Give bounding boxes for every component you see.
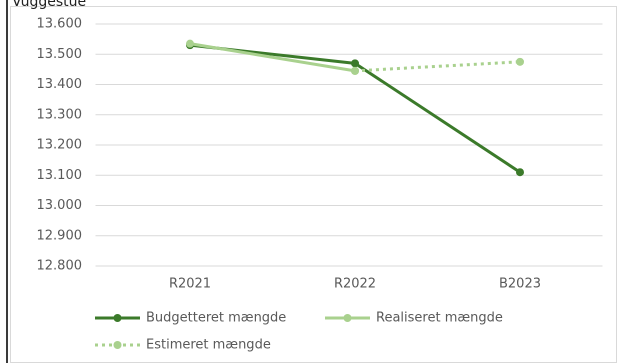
point	[351, 66, 359, 75]
y-tick-label: 13.400	[37, 77, 83, 92]
y-tick-label: 13.500	[37, 47, 83, 62]
y-tick-label: 13.300	[37, 107, 83, 122]
chart-title: Vuggestue	[12, 0, 86, 10]
y-tick-label: 13.100	[37, 168, 83, 183]
point	[516, 57, 524, 66]
legend-label: Estimeret mængde	[146, 338, 271, 353]
y-tick-label: 13.000	[37, 198, 83, 213]
y-tick-label: 12.800	[37, 259, 83, 274]
x-tick-label: B2023	[499, 277, 541, 292]
legend-marker	[343, 314, 352, 322]
y-tick-label: 13.200	[37, 138, 83, 153]
x-tick-label: R2021	[169, 277, 211, 292]
legend-marker	[113, 314, 122, 322]
y-tick-label: 12.900	[37, 228, 83, 243]
x-tick-label: R2022	[334, 277, 376, 292]
point	[186, 39, 194, 48]
point	[351, 59, 359, 68]
point	[516, 168, 524, 177]
y-tick-label: 13.600	[37, 17, 83, 32]
series-line	[189, 42, 356, 73]
legend-label: Budgetteret mængde	[146, 311, 286, 326]
legend-label: Realiseret mængde	[376, 311, 503, 326]
legend-marker	[113, 341, 122, 349]
